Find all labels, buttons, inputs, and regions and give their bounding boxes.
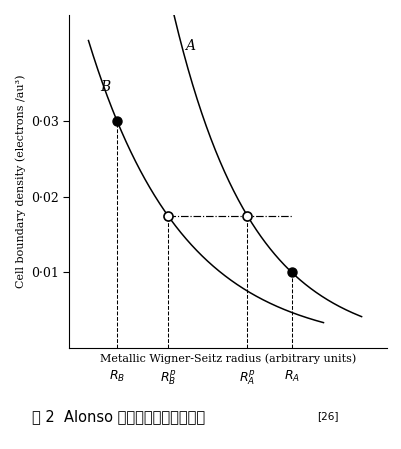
Text: [26]: [26] xyxy=(317,411,338,421)
Text: $R_A^p$: $R_A^p$ xyxy=(238,369,255,388)
Text: $R_B^p$: $R_B^p$ xyxy=(159,369,176,388)
Text: $R_B$: $R_B$ xyxy=(109,369,125,384)
Text: B: B xyxy=(100,80,110,94)
Text: A: A xyxy=(184,40,194,53)
Text: $R_A$: $R_A$ xyxy=(283,369,299,384)
X-axis label: Metallic Wigner-Seitz radius (arbitrary units): Metallic Wigner-Seitz radius (arbitrary … xyxy=(100,354,355,364)
Text: 图 2  Alonso 等表述的原子边界条件: 图 2 Alonso 等表述的原子边界条件 xyxy=(32,409,205,424)
Y-axis label: Cell boundary density (electrons /au³): Cell boundary density (electrons /au³) xyxy=(15,75,26,288)
